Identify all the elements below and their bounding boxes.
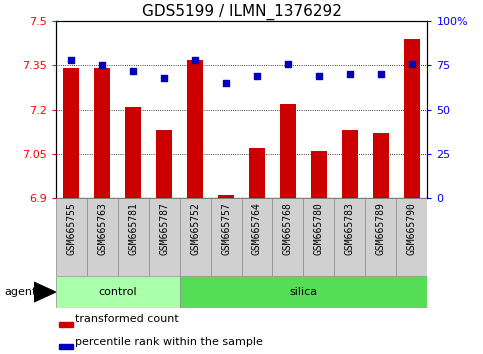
Text: GSM665768: GSM665768: [283, 202, 293, 255]
Text: transformed count: transformed count: [75, 314, 179, 325]
Bar: [125, 107, 141, 198]
Bar: [311, 151, 327, 198]
Text: GSM665787: GSM665787: [159, 202, 169, 255]
Text: GSM665763: GSM665763: [97, 202, 107, 255]
Title: GDS5199 / ILMN_1376292: GDS5199 / ILMN_1376292: [142, 4, 341, 20]
Bar: [280, 104, 296, 198]
Point: [377, 72, 385, 77]
Bar: [156, 130, 172, 198]
Point: [408, 61, 416, 67]
Text: agent: agent: [5, 287, 37, 297]
Text: silica: silica: [289, 287, 317, 297]
Bar: [249, 148, 265, 198]
Bar: [211, 198, 242, 276]
Bar: [59, 344, 72, 349]
Text: control: control: [98, 287, 137, 297]
Bar: [187, 59, 203, 198]
Bar: [404, 39, 420, 198]
Text: percentile rank within the sample: percentile rank within the sample: [75, 337, 263, 347]
Point: [129, 68, 137, 74]
Text: GSM665755: GSM665755: [66, 202, 76, 255]
Bar: [63, 68, 79, 198]
Point: [191, 57, 199, 63]
Bar: [334, 198, 366, 276]
Bar: [56, 276, 180, 308]
Point: [253, 73, 261, 79]
Point: [222, 80, 230, 86]
Text: GSM665752: GSM665752: [190, 202, 200, 255]
Bar: [342, 130, 358, 198]
Point: [98, 63, 106, 68]
Bar: [149, 198, 180, 276]
Point: [67, 57, 75, 63]
Bar: [59, 322, 72, 327]
Bar: [272, 198, 303, 276]
Bar: [303, 198, 334, 276]
Bar: [218, 195, 234, 198]
Text: GSM665781: GSM665781: [128, 202, 138, 255]
Bar: [366, 198, 397, 276]
Text: GSM665783: GSM665783: [345, 202, 355, 255]
Bar: [94, 68, 110, 198]
Bar: [180, 276, 427, 308]
Bar: [180, 198, 211, 276]
Bar: [373, 133, 389, 198]
Text: GSM665757: GSM665757: [221, 202, 231, 255]
Bar: [56, 198, 86, 276]
Text: GSM665780: GSM665780: [314, 202, 324, 255]
Point: [315, 73, 323, 79]
Point: [346, 72, 354, 77]
Point: [160, 75, 168, 81]
Point: [284, 61, 292, 67]
Text: GSM665789: GSM665789: [376, 202, 386, 255]
Text: GSM665790: GSM665790: [407, 202, 417, 255]
Bar: [397, 198, 427, 276]
Text: GSM665764: GSM665764: [252, 202, 262, 255]
Bar: [86, 198, 117, 276]
Polygon shape: [34, 282, 56, 302]
Bar: [242, 198, 272, 276]
Bar: [117, 198, 149, 276]
